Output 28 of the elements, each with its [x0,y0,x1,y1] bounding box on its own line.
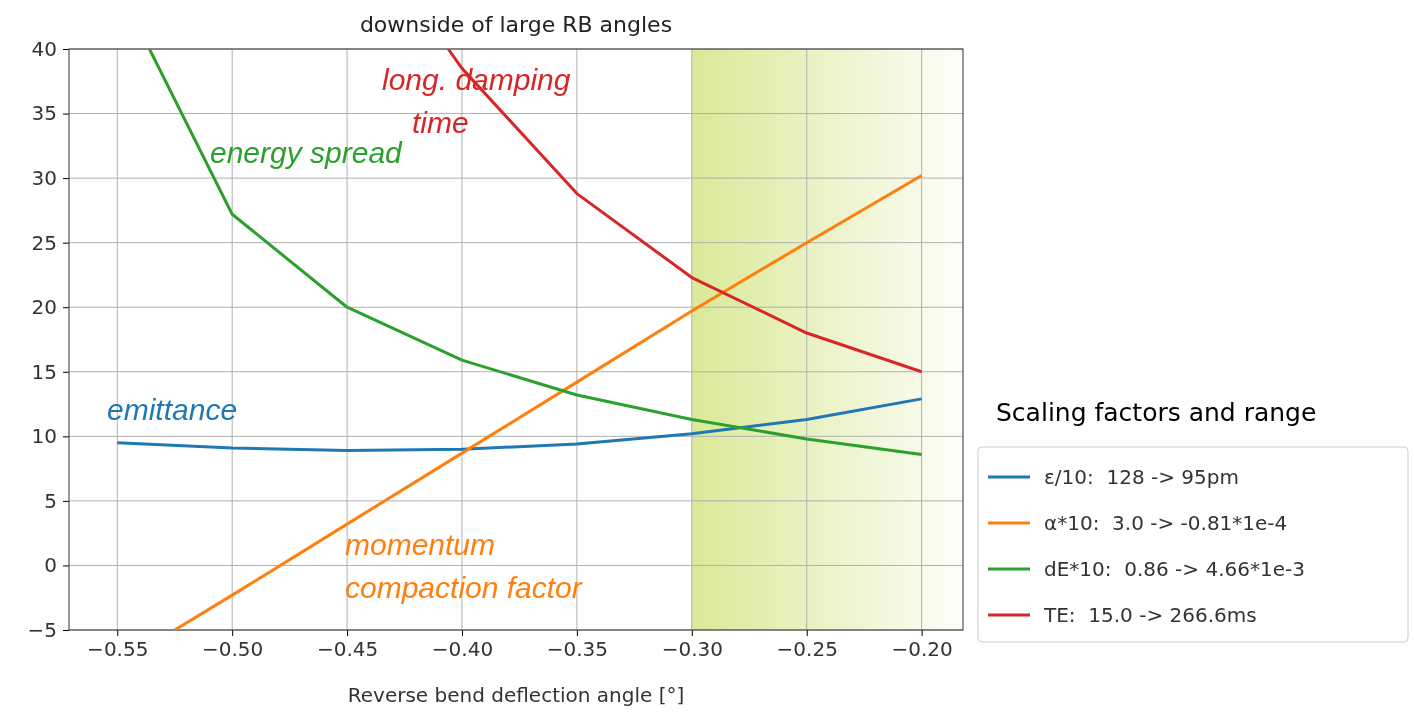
legend-label: TE: 15.0 -> 266.6ms [1043,603,1257,627]
x-tick-label: −0.25 [776,637,838,662]
y-tick-label: 5 [44,488,57,513]
y-tick-label: 0 [44,553,57,578]
legend-label: dE*10: 0.86 -> 4.66*1e-3 [1044,557,1305,581]
annotation: emittance [107,393,238,426]
legend-title: Scaling factors and range [996,398,1317,427]
y-tick-label: 40 [31,36,57,61]
annotation: energy spread [210,136,404,169]
x-tick-label: −0.40 [431,637,494,662]
x-axis-title: Reverse bend deflection angle [°] [347,683,685,707]
y-tick-label: 20 [31,295,57,320]
x-tick-label: −0.50 [202,637,264,662]
y-tick-label: 30 [31,166,57,191]
y-tick-label: 15 [31,359,57,384]
legend-label: α*10: 3.0 -> -0.81*1e-4 [1044,511,1288,535]
x-tick-label: −0.35 [546,637,609,662]
legend-label: ε/10: 128 -> 95pm [1044,465,1239,489]
annotation: momentum compaction factor [345,528,583,604]
x-tick-label: −0.30 [661,637,723,662]
x-tick-label: −0.20 [891,637,953,662]
chart-title: downside of large RB angles [359,12,673,37]
x-tick-label: −0.55 [87,637,149,662]
y-tick-label: 10 [31,424,57,449]
y-tick-label: 25 [31,230,57,255]
y-tick-label: 35 [31,101,57,126]
x-tick-label: −0.45 [316,637,379,662]
y-tick-label: −5 [27,617,57,642]
